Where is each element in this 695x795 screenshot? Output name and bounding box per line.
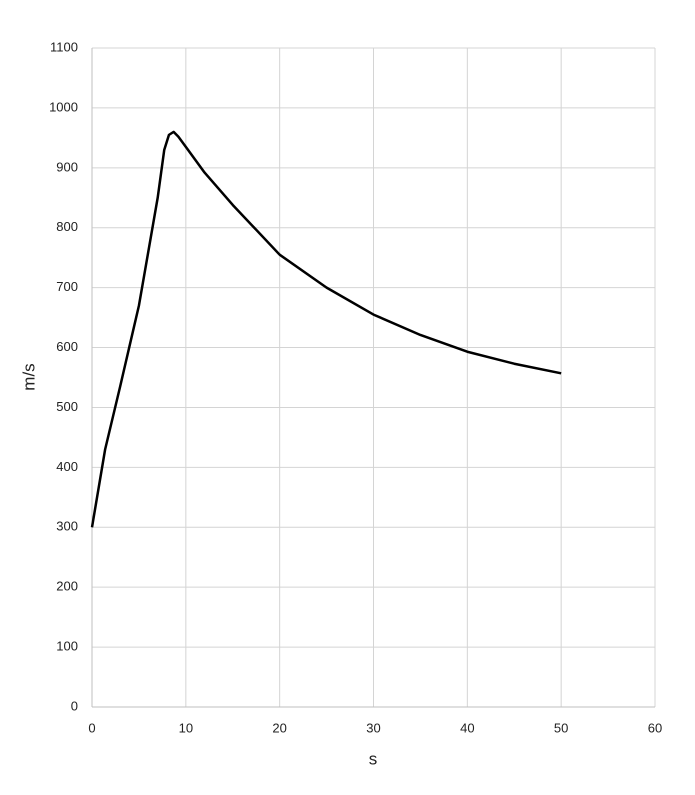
- y-tick-label: 1000: [49, 99, 78, 114]
- x-tick-label: 30: [366, 720, 380, 735]
- x-axis-label: s: [369, 749, 378, 768]
- y-tick-label: 700: [56, 279, 78, 294]
- y-tick-label: 200: [56, 579, 78, 594]
- y-axis-label: m/s: [19, 363, 38, 390]
- y-tick-label: 800: [56, 219, 78, 234]
- y-tick-label: 300: [56, 519, 78, 534]
- x-tick-label: 60: [648, 720, 662, 735]
- y-tick-label: 100: [56, 639, 78, 654]
- y-tick-label: 400: [56, 459, 78, 474]
- y-tick-label: 600: [56, 339, 78, 354]
- x-tick-label: 10: [179, 720, 193, 735]
- x-tick-label: 0: [88, 720, 95, 735]
- y-tick-label: 500: [56, 399, 78, 414]
- y-tick-label: 1100: [50, 39, 78, 54]
- line: [90, 130, 562, 528]
- x-tick-label: 20: [272, 720, 286, 735]
- y-tick-label: 900: [56, 159, 78, 174]
- x-tick-label: 50: [554, 720, 568, 735]
- x-tick-label: 40: [460, 720, 474, 735]
- y-tick-label: 0: [71, 698, 78, 713]
